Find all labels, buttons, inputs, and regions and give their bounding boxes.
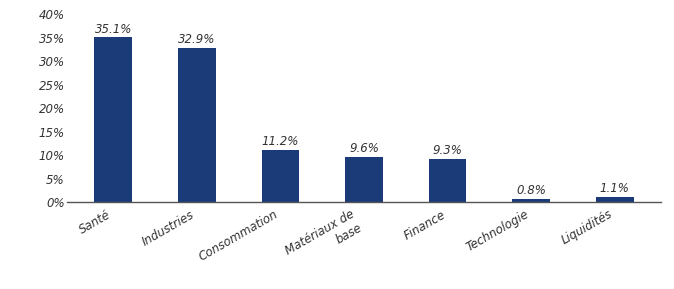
Bar xyxy=(512,199,550,202)
Bar xyxy=(596,197,634,202)
Bar xyxy=(94,38,132,202)
Bar xyxy=(178,48,216,202)
Text: 9.3%: 9.3% xyxy=(433,144,462,157)
Text: 32.9%: 32.9% xyxy=(178,33,216,46)
Bar xyxy=(345,157,383,202)
Text: 11.2%: 11.2% xyxy=(262,135,299,148)
Bar xyxy=(429,159,466,202)
Text: 0.8%: 0.8% xyxy=(516,184,546,197)
Text: 1.1%: 1.1% xyxy=(600,182,630,195)
Bar xyxy=(262,150,299,202)
Text: 9.6%: 9.6% xyxy=(349,142,379,155)
Text: 35.1%: 35.1% xyxy=(94,23,132,36)
